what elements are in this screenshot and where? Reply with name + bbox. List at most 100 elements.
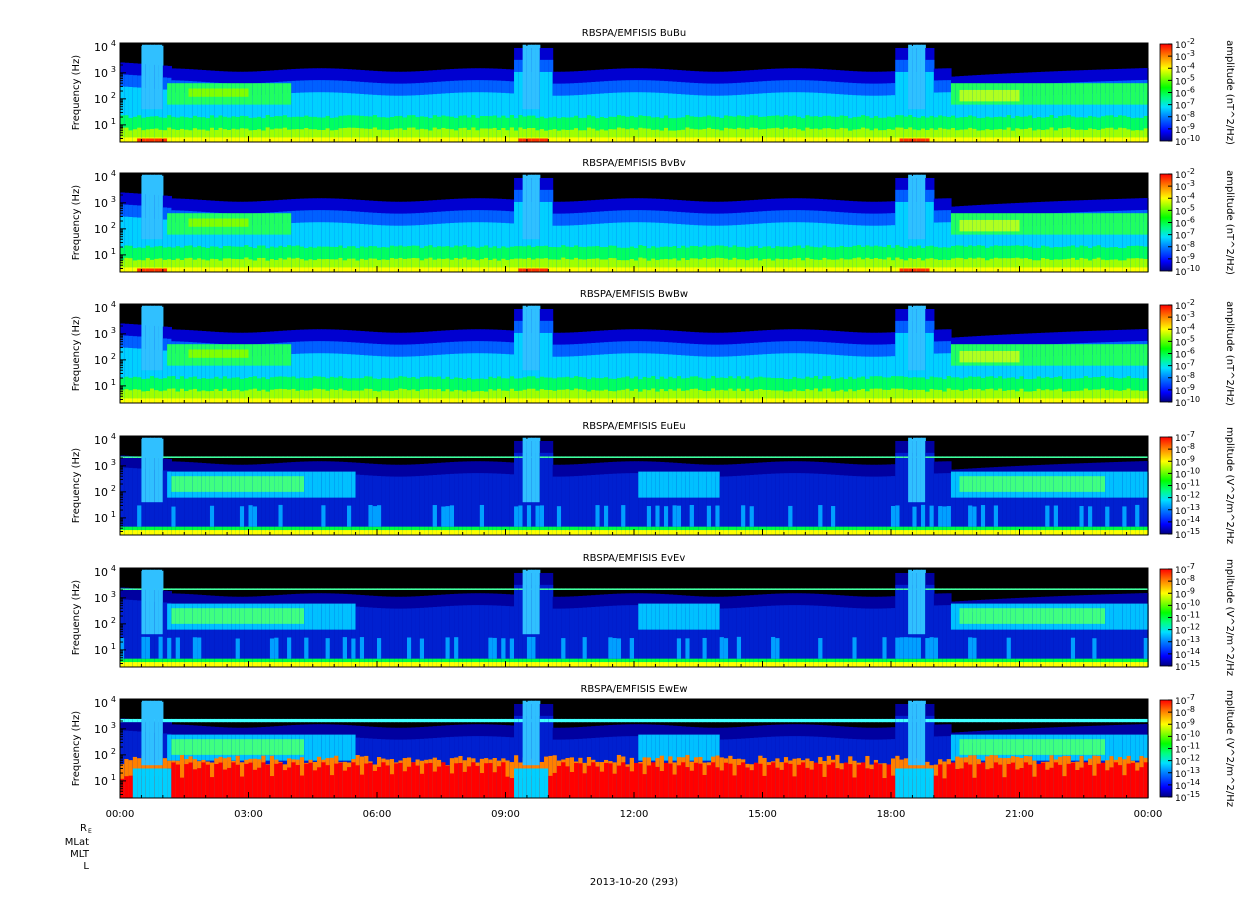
spectrogram-band [1092, 213, 1098, 235]
spectrogram-band [809, 259, 815, 272]
spectrogram-band [334, 137, 340, 142]
spectrogram-band [972, 389, 978, 403]
spectrogram-band [783, 137, 789, 142]
spectrogram-band [672, 258, 678, 272]
spectrogram-band [492, 127, 498, 142]
spectrogram-band [1083, 344, 1089, 366]
spectrogram-band [1088, 390, 1093, 403]
spectrogram-band [197, 391, 202, 403]
spectrogram-band [916, 117, 922, 142]
spectrogram-band [351, 398, 357, 403]
spectrogram-band [1070, 344, 1076, 366]
spectrogram-band [308, 267, 314, 272]
spectrogram-band [938, 398, 944, 403]
spectrogram-band [993, 390, 999, 403]
spectrogram-band [766, 137, 772, 142]
spectrogram-band [1139, 117, 1145, 142]
spectrogram-band [1002, 350, 1008, 363]
spectrogram-band [184, 344, 190, 366]
spectrogram-band [406, 267, 412, 272]
spectrogram-band [873, 128, 879, 142]
spectrogram-band [501, 398, 507, 403]
spectrogram-band [903, 268, 909, 272]
spectrogram-band [912, 129, 918, 142]
spectrogram-band [942, 222, 948, 272]
spectrogram-band [394, 398, 400, 403]
spectrogram-band [205, 349, 211, 358]
spectrogram-band [1053, 398, 1059, 403]
spectrogram-band [1096, 267, 1102, 272]
spectrogram-band [244, 128, 250, 142]
spectrogram-band [274, 389, 280, 403]
spectrogram-band [1032, 130, 1038, 142]
spectrogram-band [976, 137, 982, 142]
spectrogram-band [269, 389, 275, 403]
spectrogram-band [1028, 83, 1033, 105]
spectrogram-band [685, 398, 691, 403]
spectrogram-band [227, 390, 232, 403]
spectrogram-band [449, 391, 455, 403]
spectrogram-band [629, 353, 635, 403]
spectrogram-band [732, 129, 738, 142]
spectrogram-band [899, 268, 905, 272]
spectrogram-band [544, 201, 549, 272]
spectrogram-band [946, 222, 952, 272]
spectrogram-band [1006, 89, 1012, 102]
spectrogram-band [796, 353, 802, 403]
spectrogram-band [878, 398, 884, 403]
spectrogram-band [655, 137, 661, 142]
spectrogram-band [801, 130, 806, 142]
spectrogram-band [291, 129, 297, 142]
spectrogram-band [162, 130, 168, 142]
spectrogram-band [869, 267, 875, 272]
spectrogram-band [783, 379, 789, 403]
colorbar-tick-label: 10 [1175, 53, 1187, 63]
spectrogram-band [347, 267, 352, 272]
spectrogram-band [801, 391, 806, 403]
spectrogram-band [702, 391, 708, 403]
spectrogram-band [882, 137, 888, 142]
spectrogram-band [856, 398, 862, 403]
colorbar-tick-label: 10 [1175, 65, 1187, 75]
spectrogram-band [788, 378, 794, 403]
spectrogram-band [1070, 398, 1076, 403]
spectrogram-band [1032, 247, 1038, 272]
spectrogram-band [492, 390, 498, 403]
spectrogram-band [869, 258, 875, 272]
spectrogram-band [214, 398, 220, 403]
y-tick-exponent: 4 [111, 169, 116, 178]
spectrogram-band [552, 137, 558, 142]
spectrogram-band [578, 389, 584, 403]
spectrogram-band [616, 247, 622, 272]
spectrogram-band [968, 398, 973, 403]
spectrogram-band [908, 138, 914, 142]
spectrogram-band [1075, 378, 1081, 403]
spectrogram-band [771, 398, 776, 403]
spectrogram-band [535, 174, 541, 240]
spectrogram-band [462, 267, 468, 272]
spectrogram-band [998, 258, 1003, 272]
spectrogram-band [591, 398, 597, 403]
spectrogram-band [848, 137, 854, 142]
spectrogram-band [749, 127, 755, 142]
spectrogram-band [479, 353, 485, 403]
spectrogram-band [912, 174, 918, 240]
spectrogram-band [1088, 83, 1093, 105]
spectrogram-band [158, 391, 164, 403]
spectrogram-band [295, 267, 301, 272]
spectrogram-band [312, 222, 318, 272]
spectrogram-band [621, 222, 627, 272]
spectrogram-band [608, 257, 614, 272]
spectrogram-band [805, 389, 811, 403]
spectrogram-band [171, 398, 177, 403]
spectrogram-band [222, 88, 228, 97]
spectrogram-band [552, 390, 558, 403]
spectrogram-band [317, 267, 322, 272]
spectrogram-band [428, 257, 434, 272]
spectrogram-band [882, 267, 888, 272]
spectrogram-band [1053, 117, 1059, 142]
spectrogram-band [616, 260, 622, 272]
spectrogram-band [312, 129, 318, 142]
spectrogram-band [895, 398, 901, 403]
spectrogram-band [1083, 267, 1089, 272]
